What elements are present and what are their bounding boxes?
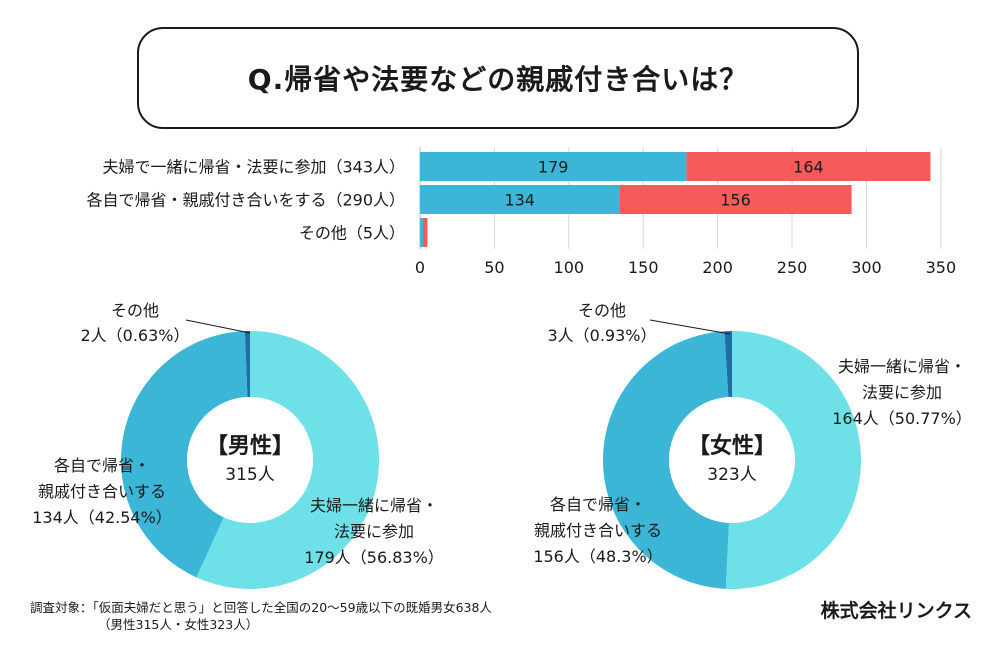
- bar-value-label: 156: [720, 191, 751, 210]
- bar-category-label: 各自で帰省・親戚付き合いをする（290人）: [86, 191, 405, 210]
- slice-label-line: 164人（50.77%）: [832, 409, 972, 428]
- x-tick-label: 50: [484, 258, 504, 277]
- x-tick-label: 0: [415, 258, 425, 277]
- donut-hole: [669, 397, 795, 523]
- slice-label-line: 156人（48.3%）: [533, 547, 662, 566]
- bar-male: [420, 218, 423, 247]
- footnote-line-1: 調査対象：「仮面夫婦だと思う」と回答した全国の20〜59歳以下の既婚男女638人: [30, 600, 492, 615]
- x-tick-label: 300: [851, 258, 882, 277]
- slice-label-line: 134人（42.54%）: [32, 508, 172, 527]
- slice-label-line: 各自で帰省・: [54, 456, 150, 475]
- slice-label-line: 179人（56.83%）: [304, 548, 444, 567]
- slice-label-line: 法要に参加: [334, 522, 414, 541]
- donut-slice: [196, 331, 379, 589]
- x-tick-label: 200: [702, 258, 733, 277]
- donut-slice: [725, 331, 861, 589]
- bar-female: [422, 218, 428, 247]
- donut-center-total: 315人: [225, 465, 274, 485]
- donut-center-total: 323人: [707, 465, 756, 485]
- bar-category-label: その他（5人）: [299, 224, 405, 243]
- slice-label-line: 2人（0.63%）: [80, 326, 189, 345]
- leader-line: [185, 319, 251, 334]
- slice-label-line: 各自で帰省・: [550, 495, 646, 514]
- bar-female: [619, 185, 852, 214]
- donut-slice: [603, 331, 729, 589]
- donut-center-title: 【男性】: [206, 434, 294, 459]
- slice-label-line: 親戚付き合いする: [38, 482, 166, 501]
- x-tick-label: 150: [628, 258, 659, 277]
- donut-slice: [121, 331, 248, 578]
- bar-male: [420, 185, 620, 214]
- donut-hole: [187, 397, 313, 523]
- leader-line: [649, 319, 731, 335]
- slice-label-line: 夫婦一緒に帰省・: [310, 496, 438, 515]
- slice-label-line: 夫婦一緒に帰省・: [838, 357, 966, 376]
- bar-female: [686, 152, 931, 181]
- donut-slice: [724, 331, 732, 398]
- survey-footnote: 調査対象：「仮面夫婦だと思う」と回答した全国の20〜59歳以下の既婚男女638人…: [30, 599, 492, 633]
- x-tick-label: 100: [554, 258, 585, 277]
- donut-center-title: 【女性】: [688, 433, 776, 459]
- slice-label-line: 親戚付き合いする: [534, 521, 662, 540]
- bar-value-label: 164: [793, 158, 824, 177]
- bar-value-label: 134: [504, 191, 535, 210]
- x-tick-label: 350: [926, 258, 957, 277]
- brand-name: 株式会社リンクス: [820, 600, 972, 622]
- bar-category-label: 夫婦で一緒に帰省・法要に参加（343人）: [102, 158, 405, 177]
- bar-value-label: 179: [538, 158, 569, 177]
- bar-male: [420, 152, 687, 181]
- question-title: Q.帰省や法要などの親戚付き合いは？: [137, 27, 859, 129]
- slice-label-line: その他: [578, 301, 626, 320]
- slice-label-line: 法要に参加: [862, 383, 942, 402]
- slice-label-line: その他: [111, 301, 159, 320]
- footnote-line-2: （男性315人・女性323人）: [98, 617, 259, 632]
- slice-label-line: 3人（0.93%）: [547, 326, 656, 345]
- donut-slice: [244, 331, 250, 398]
- x-tick-label: 250: [777, 258, 808, 277]
